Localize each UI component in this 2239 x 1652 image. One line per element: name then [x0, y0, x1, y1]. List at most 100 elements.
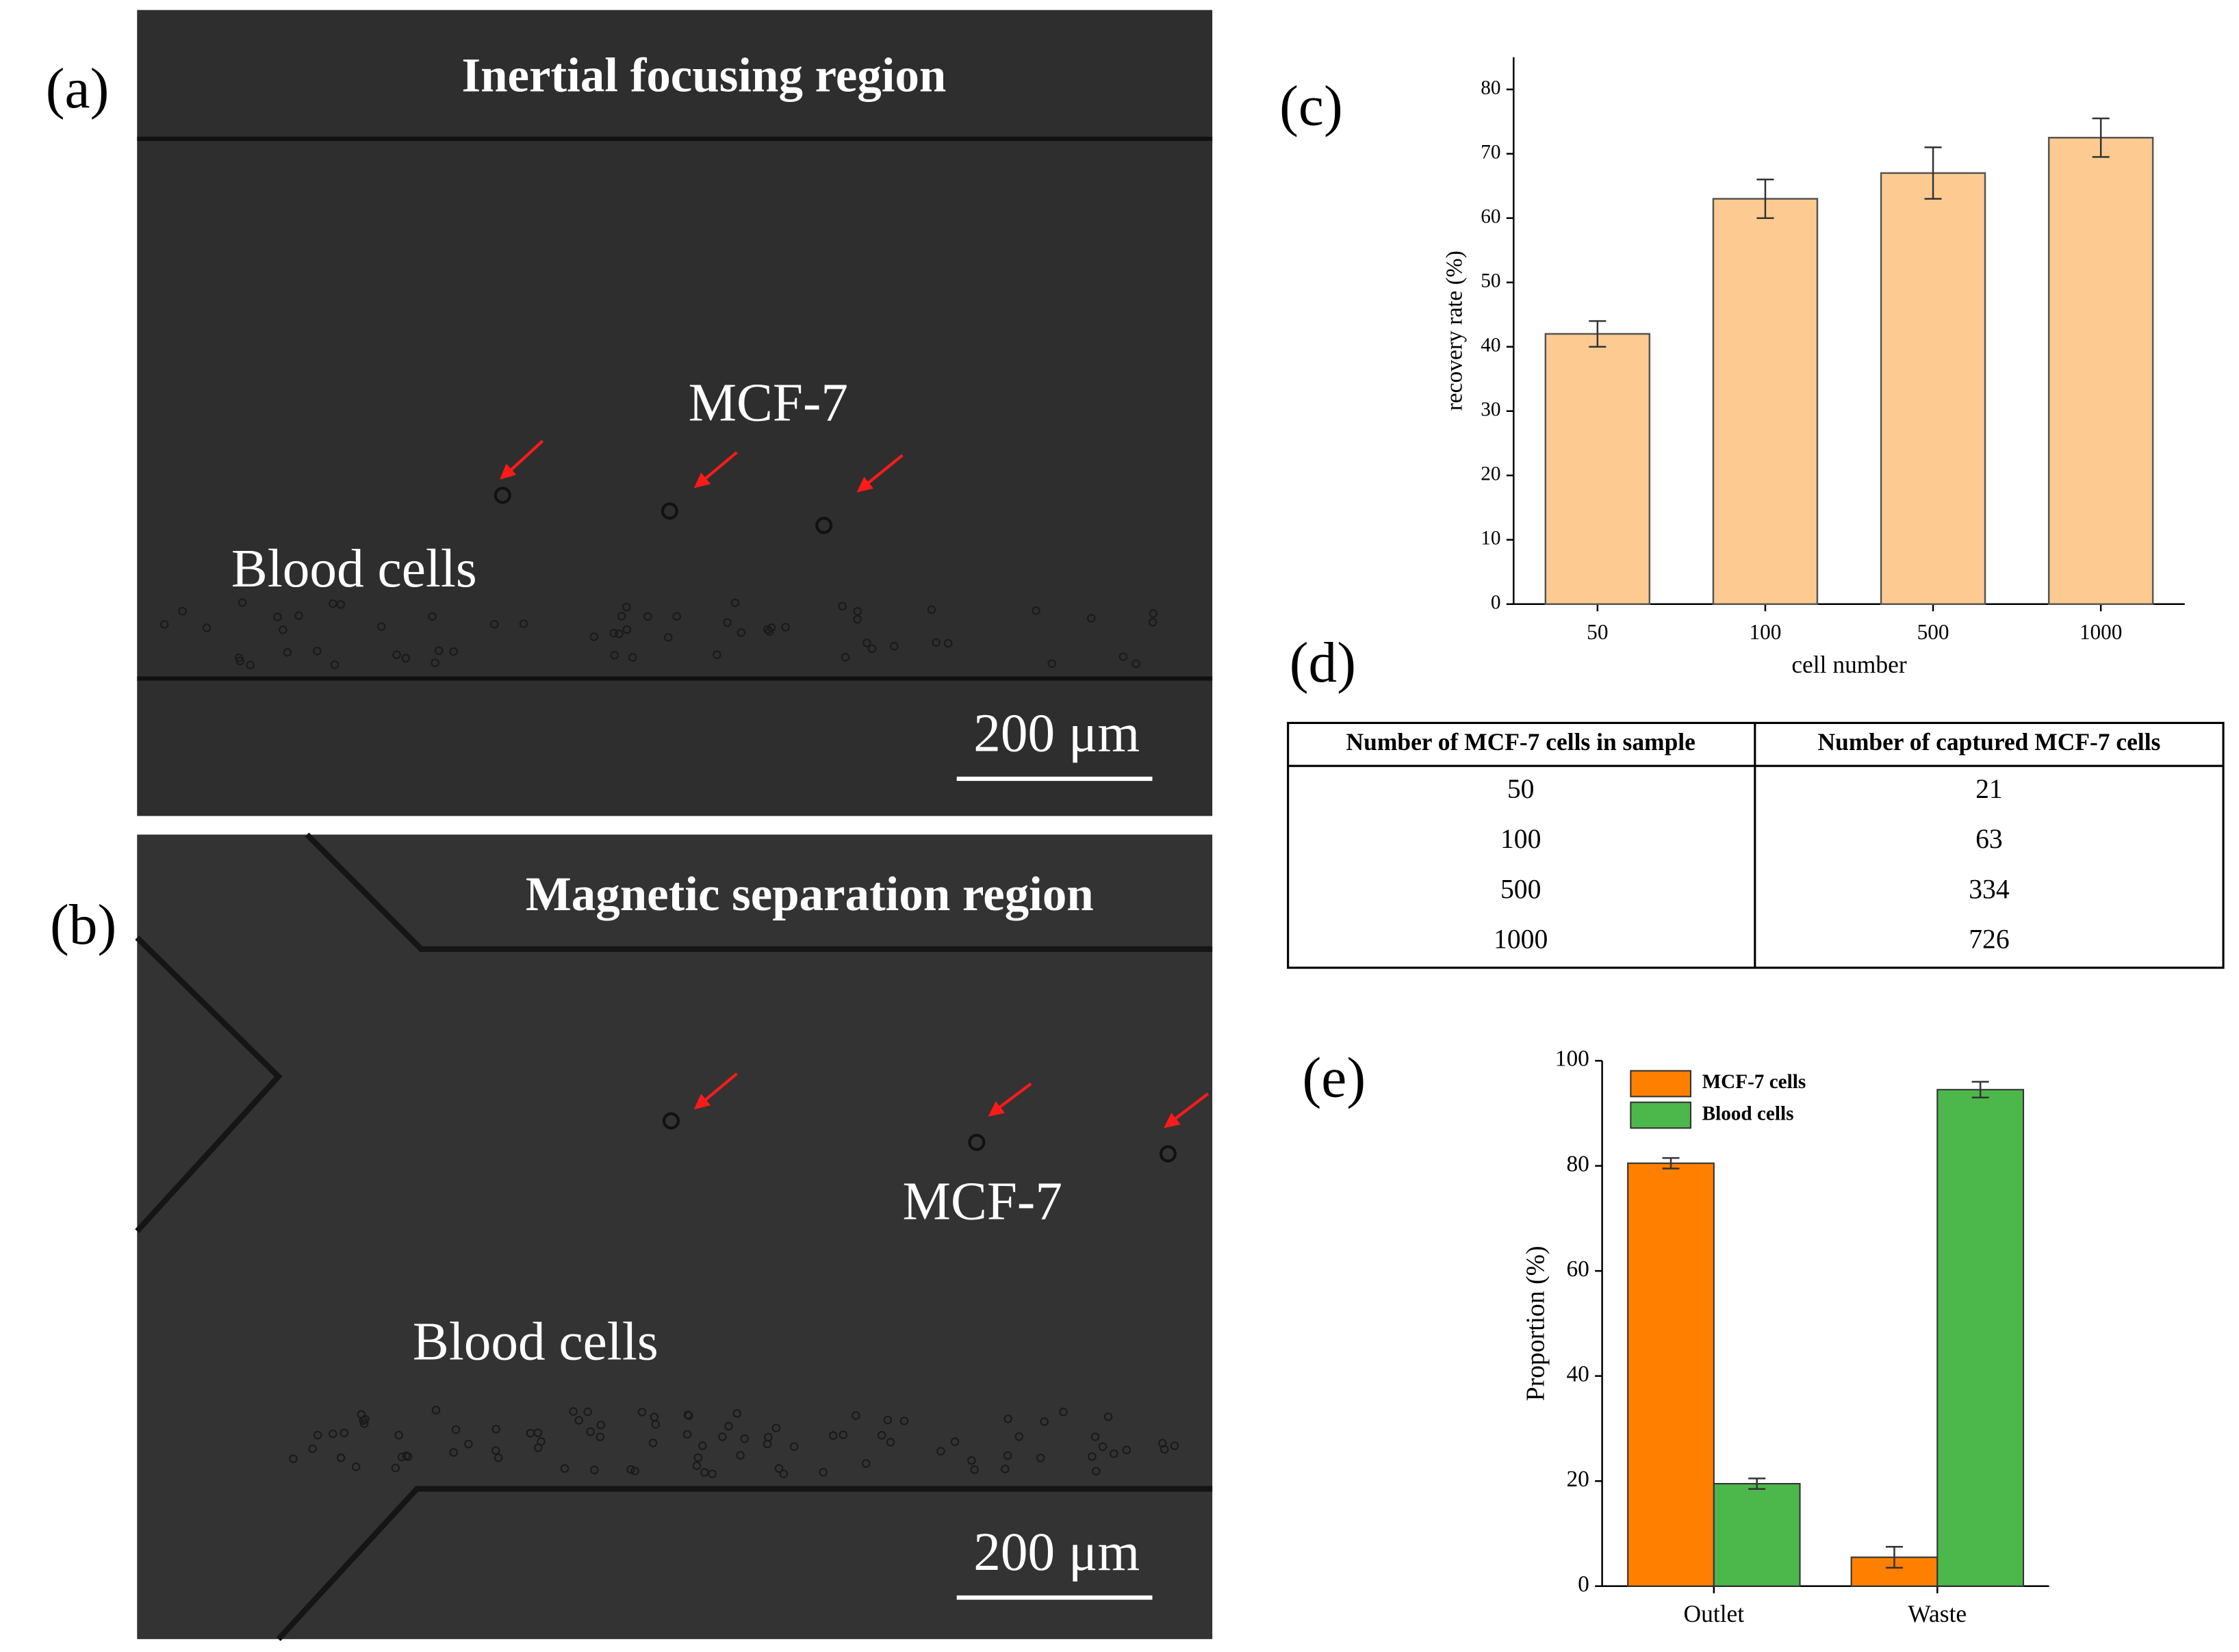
blood-cell [533, 1428, 543, 1437]
blood-cell [376, 622, 386, 631]
arrow [864, 454, 904, 487]
mcf7-cell [662, 1112, 680, 1130]
y-tick-label: 40 [1566, 1361, 1589, 1386]
blood-cell [329, 1429, 337, 1438]
y-tick-label: 80 [1566, 1151, 1589, 1176]
blood-cell [763, 1439, 772, 1449]
x-tick-label: 100 [1749, 620, 1781, 644]
blood-cell [1118, 652, 1128, 661]
blood-cell [1110, 1449, 1118, 1458]
table-cell: 100 [1500, 824, 1541, 854]
blood-cell [491, 1425, 500, 1434]
blood-cell [853, 615, 862, 624]
blood-cell [351, 1462, 361, 1471]
blood-cell [589, 632, 599, 641]
blood-cell [779, 1469, 789, 1478]
cell-label: Blood cells [231, 539, 477, 599]
y-tick-label: 10 [1481, 527, 1500, 549]
scale-bar-label: 200 μm [973, 704, 1140, 764]
blood-cell [936, 1447, 945, 1456]
blood-cell [838, 602, 847, 611]
x-tick-label: 50 [1587, 620, 1608, 644]
blood-cell [718, 1432, 727, 1441]
blood-cell [967, 1456, 976, 1465]
x-tick-label: 1000 [2080, 620, 2123, 644]
arrow [507, 439, 544, 474]
bar [1880, 172, 1986, 606]
blood-cell [692, 1461, 702, 1471]
blood-cell [610, 651, 619, 660]
blood-cell [1014, 1432, 1024, 1441]
blood-cell [313, 1430, 322, 1440]
panel-label: (e) [1303, 1047, 1366, 1110]
blood-cell [899, 1417, 909, 1425]
blood-cell [1003, 1415, 1012, 1423]
blood-cell [330, 660, 340, 669]
y-tick-label: 0 [1491, 591, 1501, 613]
image-title: Inertial focusing region [462, 49, 947, 102]
micrograph-a [137, 10, 1213, 816]
blood-cell [841, 653, 850, 662]
blood-cell [724, 1421, 733, 1431]
blood-cell [622, 602, 631, 612]
blood-cell [622, 625, 632, 634]
blood-cell [1103, 1412, 1113, 1421]
blood-cell [569, 1407, 578, 1416]
blood-cell [737, 628, 746, 637]
blood-cell [698, 1441, 707, 1450]
channel-wall [305, 832, 1213, 953]
blood-cell [1149, 609, 1158, 618]
x-axis-label: cell number [1791, 651, 1907, 678]
blood-cell [682, 1430, 692, 1439]
blood-cell [361, 1415, 370, 1424]
channel-wall [276, 1486, 1213, 1642]
blood-cell [853, 607, 862, 616]
y-tick-label: 50 [1481, 270, 1500, 292]
arrow-head [500, 463, 517, 480]
blood-cell [336, 1454, 346, 1462]
mcf7-cell [494, 487, 511, 504]
bar [1713, 1483, 1801, 1587]
blood-cell [763, 625, 772, 634]
blood-cell [867, 644, 877, 654]
blood-cell [789, 1442, 799, 1451]
y-tick-label: 60 [1566, 1256, 1589, 1282]
blood-cell [402, 1451, 411, 1460]
y-tick-label: 40 [1481, 334, 1500, 356]
blood-cell [329, 599, 337, 608]
table-cell: 726 [1969, 925, 2009, 955]
blood-cell [932, 638, 941, 647]
legend-label: Blood cells [1702, 1102, 1794, 1124]
legend-label: MCF-7 cells [1702, 1071, 1806, 1093]
blood-cell [617, 612, 626, 621]
mcf7-cell [815, 517, 833, 534]
blood-cell [648, 1438, 658, 1447]
panel-label: (a) [46, 57, 110, 120]
blood-cell [1040, 1417, 1049, 1426]
arrow-head [988, 1101, 1006, 1117]
blood-cell [589, 1465, 599, 1475]
blood-cell [819, 1468, 828, 1477]
blood-cell [574, 1416, 583, 1425]
blood-cell [246, 660, 255, 670]
panel-label: (b) [50, 894, 116, 957]
blood-cell [1032, 606, 1040, 615]
blood-cell [732, 1409, 742, 1418]
blood-cell [289, 1454, 298, 1463]
blood-cell [586, 1427, 595, 1436]
micrograph-b [137, 834, 1213, 1640]
cell-label: MCF-7 [689, 372, 848, 433]
blood-cell [596, 1421, 606, 1430]
table-cell: 334 [1969, 874, 2010, 904]
bar [2047, 136, 2154, 606]
blood-cell [630, 1467, 639, 1475]
blood-cell [615, 629, 624, 638]
blood-cell [877, 1431, 886, 1440]
blood-cell [1003, 1451, 1012, 1460]
blood-cell [970, 1465, 979, 1474]
blood-cell [294, 611, 303, 620]
blood-cell [862, 638, 871, 647]
blood-cell [159, 620, 169, 629]
blood-cell [693, 1453, 703, 1462]
